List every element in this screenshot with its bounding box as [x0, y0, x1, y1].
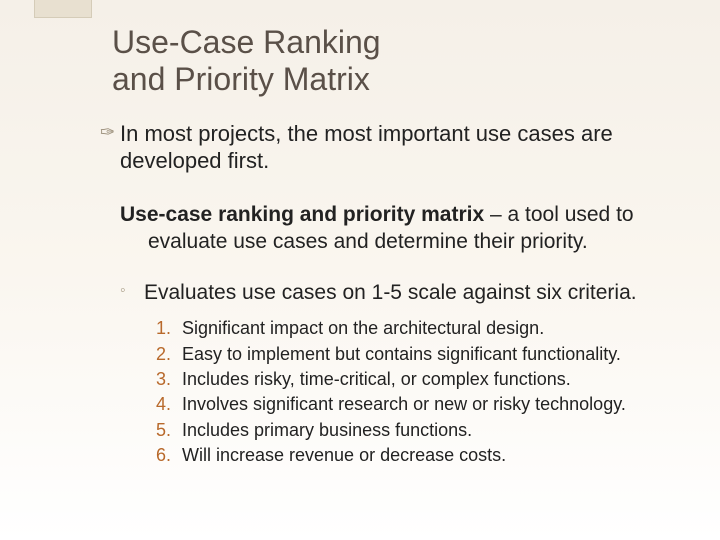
sub-point-row: ◦ Evaluates use cases on 1-5 scale again… — [120, 279, 670, 306]
criteria-list: 1. Significant impact on the architectur… — [156, 316, 670, 467]
list-item: 6. Will increase revenue or decrease cos… — [156, 443, 670, 467]
item-text: Easy to implement but contains significa… — [182, 342, 670, 366]
item-number: 3. — [156, 367, 182, 391]
slide-content: Use-Case Ranking and Priority Matrix ✑ I… — [0, 0, 720, 498]
item-number: 5. — [156, 418, 182, 442]
item-text: Involves significant research or new or … — [182, 392, 670, 416]
main-bullet-text: In most projects, the most important use… — [120, 120, 670, 175]
item-number: 6. — [156, 443, 182, 467]
item-number: 1. — [156, 316, 182, 340]
list-item: 2. Easy to implement but contains signif… — [156, 342, 670, 366]
slide-tab-decoration — [34, 0, 92, 18]
definition-rest: – a tool used to — [484, 203, 633, 226]
item-text: Will increase revenue or decrease costs. — [182, 443, 670, 467]
title-line-1: Use-Case Ranking — [112, 24, 381, 60]
item-text: Includes risky, time-critical, or comple… — [182, 367, 670, 391]
circle-bullet-icon: ◦ — [120, 282, 144, 300]
sub-point-text: Evaluates use cases on 1-5 scale against… — [144, 279, 670, 306]
item-number: 4. — [156, 392, 182, 416]
title-line-2: and Priority Matrix — [112, 61, 370, 97]
list-item: 5. Includes primary business functions. — [156, 418, 670, 442]
item-text: Includes primary business functions. — [182, 418, 670, 442]
item-number: 2. — [156, 342, 182, 366]
definition-continuation: evaluate use cases and determine their p… — [120, 228, 670, 255]
swirl-bullet-icon: ✑ — [100, 122, 120, 143]
list-item: 1. Significant impact on the architectur… — [156, 316, 670, 340]
main-bullet-row: ✑ In most projects, the most important u… — [100, 120, 670, 175]
list-item: 4. Involves significant research or new … — [156, 392, 670, 416]
list-item: 3. Includes risky, time-critical, or com… — [156, 367, 670, 391]
slide-title: Use-Case Ranking and Priority Matrix — [112, 24, 670, 98]
definition-block: Use-case ranking and priority matrix – a… — [120, 201, 670, 256]
item-text: Significant impact on the architectural … — [182, 316, 670, 340]
definition-term: Use-case ranking and priority matrix — [120, 203, 484, 226]
